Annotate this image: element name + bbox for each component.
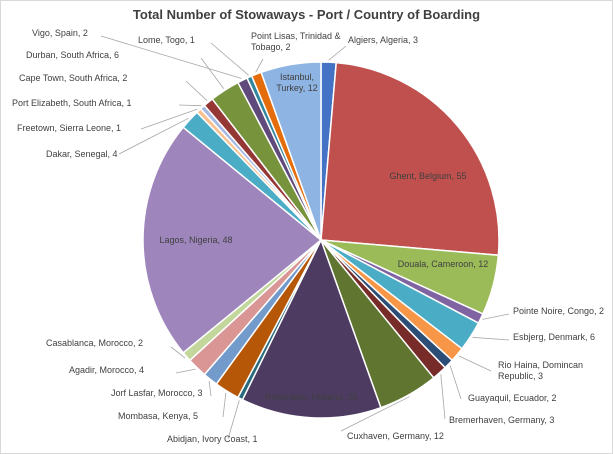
label-lagos-nigeria: Lagos, Nigeria, 48 [159,235,232,245]
label-dakar-senegal: Dakar, Senegal, 4 [46,149,118,159]
slice-rotterdam-holland [241,238,382,419]
label-port-elizabeth-south-africa: Port Elizabeth, South Africa, 1 [12,98,132,108]
leader-guayaquil-ecuador [449,365,462,400]
slice-ghent-belgium [320,61,500,257]
label-agadir-morocco: Agadir, Morocco, 4 [69,365,144,375]
label-lome-togo: Lome, Togo, 1 [138,35,195,45]
label-abidjan-ivory-coast: Abidjan, Ivory Coast, 1 [167,434,258,444]
label-istanbul-turkey: Istanbul, Turkey, 12 [276,72,318,93]
label-ghent-belgium: Ghent, Belgium, 55 [389,171,466,181]
label-douala-cameroon: Douala, Cameroon, 12 [398,259,489,269]
label-rio-haina-domincan-republic: Rio Haina, Domincan Republic, 3 [498,360,583,381]
leader-casablanca-morocco [170,346,186,359]
leader-jorf-lasfar-morocco [208,380,212,397]
label-jorf-lasfar-morocco: Jorf Lasfar, Morocco, 3 [111,388,203,398]
label-cape-town-south-africa: Cape Town, South Africa, 2 [19,73,127,83]
chart-title: Total Number of Stowaways - Port / Count… [132,7,481,22]
leader-bremerhaven-germany [440,374,446,420]
label-point-lisas-trinidad-tobago: Point Lisas, Trinidad & Tobago, 2 [251,31,341,52]
leader-dakar-senegal [118,117,189,155]
leader-agadir-morocco [175,368,196,374]
leader-abidjan-ivory-coast [227,400,240,440]
leader-freetown-sierra-leone [140,108,198,130]
slice-lagos-nigeria [142,126,323,354]
label-guayaquil-ecuador: Guayaquil, Ecuador, 2 [468,393,557,403]
label-rotterdam-holland: Rotterdam, Holland, 28 [265,392,358,402]
leader-esbjerg-denmark [472,336,510,341]
leader-point-lisas-trinidad-tobago [255,58,264,73]
slice-istanbul-turkey [260,61,322,241]
label-durban-south-africa: Durban, South Africa, 6 [26,50,119,60]
leader-mombasa-kenya [222,392,227,418]
leader-algiers-algeria [328,45,347,61]
label-bremerhaven-germany: Bremerhaven, Germany, 3 [449,415,554,425]
label-mombasa-kenya: Mombasa, Kenya, 5 [118,411,198,421]
leader-cape-town-south-africa [185,80,208,101]
slice-labels: Algiers, Algeria, 3 Ghent, Belgium, 55 Dou… [12,28,604,444]
leader-lines [100,35,510,440]
label-esbjerg-denmark: Esbjerg, Denmark, 6 [513,332,595,342]
label-pointe-noire-congo: Pointe Noire, Congo, 2 [513,306,604,316]
label-freetown-sierra-leone: Freetown, Sierra Leone, 1 [17,123,121,133]
leader-rio-haina-domincan-republic [458,355,492,372]
label-casablanca-morocco: Casablanca, Morocco, 2 [46,338,143,348]
leader-vigo-spain [100,35,242,79]
leader-port-elizabeth-south-africa [178,104,202,107]
label-algiers-algeria: Algiers, Algeria, 3 [348,35,418,45]
leader-durban-south-africa [200,57,225,89]
leader-cuxhaven-germany [340,396,410,432]
label-vigo-spain: Vigo, Spain, 2 [32,28,88,38]
label-cuxhaven-germany: Cuxhaven, Germany, 12 [347,431,444,441]
pie-slices [142,61,500,419]
leader-lome-togo [210,42,249,76]
leader-pointe-noire-congo [482,313,510,320]
